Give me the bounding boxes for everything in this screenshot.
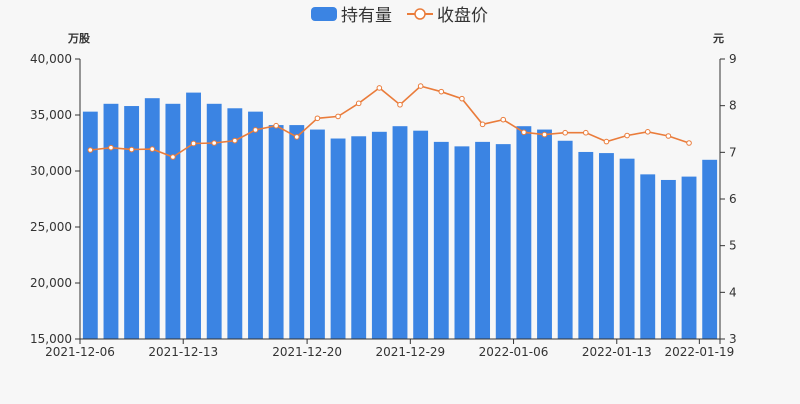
- x-tick-label-0: 2021-12-06: [45, 345, 115, 359]
- bar-holdings-5: [186, 92, 201, 339]
- bar-holdings-18: [454, 146, 470, 339]
- point-price-4: [170, 154, 176, 160]
- point-price-7: [232, 137, 238, 144]
- point-price-28: [665, 133, 672, 139]
- x-tick-label-5: 2022-01-13: [582, 345, 652, 359]
- point-price-24: [583, 129, 589, 136]
- line-price-path: [90, 85, 690, 158]
- bar-holdings-3: [144, 98, 160, 339]
- bar-holdings-9: [268, 125, 284, 339]
- bar-holdings-1: [103, 103, 119, 339]
- point-price-10: [293, 134, 300, 140]
- bar-holdings-30: [702, 159, 718, 339]
- y-left-tick-label-5: 40,000: [30, 52, 72, 66]
- axes: 15,000 20,000 25,000 30,000 35,000 40,000 3 4 5 6…: [30, 52, 737, 359]
- point-price-15: [397, 101, 403, 108]
- bar-holdings-8: [248, 111, 263, 339]
- point-price-0: [87, 147, 94, 153]
- bar-holdings-10: [289, 125, 305, 339]
- bar-holdings-6: [206, 103, 222, 339]
- point-price-19: [479, 121, 486, 128]
- point-price-2: [128, 146, 135, 153]
- bar-holdings-21: [516, 126, 532, 339]
- bar-holdings-27: [640, 174, 656, 339]
- legend-swatch-holdings[interactable]: [311, 7, 337, 21]
- y-right-tick-label-1: 4: [729, 285, 737, 299]
- legend-label-holdings[interactable]: 持有量: [341, 6, 392, 26]
- y-right-tick-label-2: 5: [729, 239, 737, 253]
- bar-holdings-11: [309, 129, 325, 339]
- point-price-20: [500, 116, 507, 123]
- y-right-tick-label-0: 3: [729, 332, 737, 346]
- bar-holdings-7: [227, 108, 243, 339]
- point-price-21: [521, 129, 527, 136]
- point-price-29: [686, 140, 692, 146]
- bar-holdings-19: [475, 141, 491, 339]
- point-price-18: [459, 95, 465, 102]
- bar-holdings-16: [413, 130, 429, 339]
- bar-holdings-15: [392, 126, 408, 339]
- legend-label-price[interactable]: 收盘价: [437, 6, 488, 26]
- point-price-8: [252, 127, 259, 133]
- point-price-11: [314, 115, 321, 122]
- bar-holdings-29: [681, 176, 697, 339]
- y-left-tick-label-4: 35,000: [30, 108, 72, 122]
- bar-holdings-28: [660, 179, 676, 339]
- point-price-5: [190, 140, 197, 147]
- y-left-tick-label-2: 25,000: [30, 220, 72, 234]
- point-price-26: [624, 132, 630, 139]
- y-right-unit-label: 元: [713, 32, 724, 45]
- point-price-16: [417, 83, 424, 89]
- bar-holdings-2: [124, 106, 140, 339]
- legend[interactable]: 持有量 收盘价: [311, 6, 488, 26]
- bar-holdings-0: [82, 111, 98, 339]
- y-left-tick-label-3: 30,000: [30, 164, 72, 178]
- y-left-tick-label-1: 20,000: [30, 276, 72, 290]
- point-price-9: [273, 122, 279, 129]
- bar-holdings-13: [351, 136, 367, 339]
- point-price-23: [562, 129, 568, 136]
- bar-holdings-22: [537, 129, 552, 339]
- y-right-tick-label-3: 6: [729, 192, 737, 206]
- bar-holdings-14: [371, 131, 387, 339]
- point-price-13: [355, 100, 362, 107]
- bar-holdings-4: [165, 103, 181, 339]
- point-price-1: [108, 144, 114, 151]
- x-tick-label-1: 2021-12-13: [148, 345, 218, 359]
- point-price-17: [438, 88, 445, 95]
- x-tick-label-6: 2022-01-19: [664, 345, 734, 359]
- legend-marker-price[interactable]: [414, 8, 426, 20]
- y-right-tick-label-4: 7: [729, 145, 737, 159]
- point-price-25: [603, 138, 610, 145]
- bar-holdings-20: [495, 144, 511, 339]
- point-price-12: [335, 113, 341, 120]
- x-tick-label-3: 2021-12-29: [375, 345, 445, 359]
- line-series-price: [87, 83, 692, 160]
- bar-holdings-17: [433, 141, 449, 339]
- y-left-tick-label-0: 15,000: [30, 332, 72, 346]
- point-price-22: [541, 131, 548, 138]
- bar-holdings-23: [557, 140, 573, 339]
- y-right-tick-label-6: 9: [729, 52, 737, 66]
- x-tick-label-4: 2022-01-06: [479, 345, 549, 359]
- point-price-3: [149, 146, 156, 152]
- y-left-unit-label: 万股: [67, 32, 91, 45]
- bar-holdings-25: [599, 153, 614, 339]
- bar-holdings-12: [330, 138, 346, 339]
- bar-series-holdings: [82, 92, 718, 339]
- point-price-27: [644, 129, 651, 135]
- x-tick-label-2: 2021-12-20: [272, 345, 342, 359]
- bar-holdings-24: [578, 151, 594, 339]
- bar-holdings-26: [619, 158, 635, 339]
- point-price-6: [211, 140, 217, 146]
- point-price-14: [376, 85, 383, 91]
- y-right-tick-label-5: 8: [729, 99, 737, 113]
